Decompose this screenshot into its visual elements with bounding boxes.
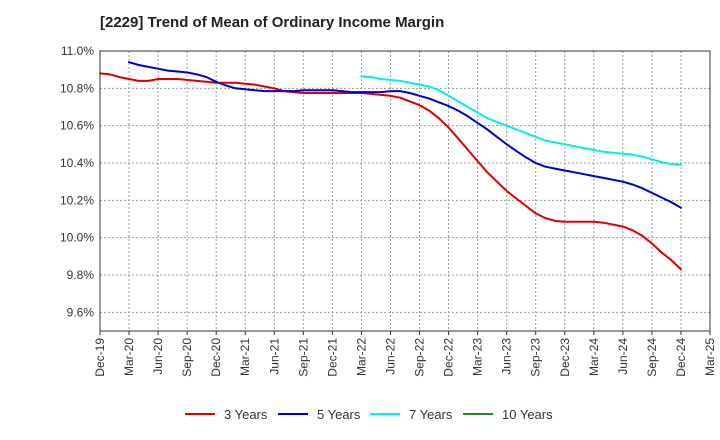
y-tick-label-1: 9.8% [67, 268, 95, 282]
legend-label-2: 7 Years [409, 407, 453, 422]
series-line-1 [128, 61, 682, 209]
x-tick-label-10: Jun-22 [383, 338, 397, 375]
x-tick-label-20: Dec-24 [674, 338, 688, 377]
x-tick-label-17: Mar-24 [587, 338, 601, 376]
legend-label-0: 3 Years [224, 407, 268, 422]
x-tick-label-11: Sep-22 [413, 338, 427, 377]
y-tick-label-4: 10.4% [60, 156, 94, 170]
x-tick-label-6: Jun-21 [267, 338, 281, 375]
x-tick-label-1: Mar-20 [122, 338, 136, 376]
x-tick-label-14: Jun-23 [500, 338, 514, 375]
chart-title: [2229] Trend of Mean of Ordinary Income … [100, 14, 445, 31]
x-tick-label-0: Dec-19 [93, 338, 107, 377]
y-tick-label-6: 10.8% [60, 81, 94, 95]
x-tick-label-2: Jun-20 [151, 338, 165, 375]
legend-label-3: 10 Years [502, 407, 553, 422]
legend-label-1: 5 Years [317, 407, 361, 422]
y-tick-label-2: 10.0% [60, 231, 94, 245]
x-tick-label-13: Mar-23 [471, 338, 485, 376]
x-tick-label-8: Dec-21 [325, 338, 339, 377]
x-tick-label-4: Dec-20 [209, 338, 223, 377]
plot-frame [99, 50, 711, 332]
x-tick-label-3: Sep-20 [180, 338, 194, 377]
x-tick-label-18: Jun-24 [616, 338, 630, 375]
y-tick-label-7: 11.0% [61, 44, 94, 58]
series-line-0 [99, 72, 682, 271]
y-tick-label-3: 10.2% [60, 193, 94, 207]
x-tick-label-12: Dec-22 [442, 338, 456, 377]
x-tick-label-15: Sep-23 [529, 338, 543, 377]
x-tick-label-7: Sep-21 [296, 338, 310, 377]
y-tick-label-0: 9.6% [67, 305, 95, 319]
x-tick-label-5: Mar-21 [238, 338, 252, 376]
x-tick-label-19: Sep-24 [645, 338, 659, 377]
x-tick-label-9: Mar-22 [354, 338, 368, 376]
x-tick-label-16: Dec-23 [558, 338, 572, 377]
series-line-2 [360, 75, 682, 166]
y-tick-label-5: 10.6% [60, 119, 94, 133]
x-tick-label-21: Mar-25 [703, 338, 717, 376]
